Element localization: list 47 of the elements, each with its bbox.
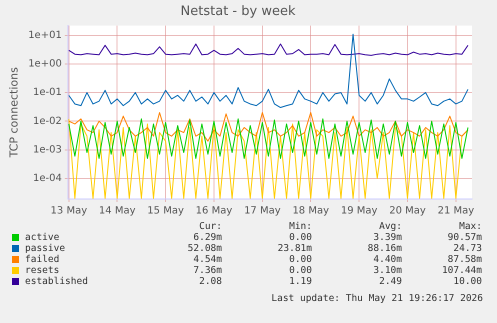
text: 87.58m xyxy=(446,254,482,265)
x-tick-label: 15 May xyxy=(147,206,184,217)
text: 10.00 xyxy=(452,276,482,287)
text: 0.00 xyxy=(288,265,312,276)
y-tick-label: 1e-03 xyxy=(32,144,62,156)
text: 107.44m xyxy=(440,265,482,276)
text: 0.00 xyxy=(288,232,312,243)
text: Avg: xyxy=(378,221,402,232)
text: 23.81m xyxy=(276,243,312,254)
text: 0.00 xyxy=(288,254,312,265)
text: 2.08 xyxy=(198,276,222,287)
text: 6.29m xyxy=(192,232,222,243)
legend-label: failed xyxy=(24,254,60,265)
text: 1.19 xyxy=(288,276,312,287)
text: 3.10m xyxy=(372,265,402,276)
text: 4.54m xyxy=(192,254,222,265)
x-tick-label: 16 May xyxy=(196,206,232,217)
x-tick-label: 14 May xyxy=(98,206,136,217)
text: 24.73 xyxy=(452,243,482,254)
x-tick-label: 13 May xyxy=(50,206,88,217)
chart-title: Netstat - by week xyxy=(180,4,296,20)
text: Min: xyxy=(288,221,312,232)
y-axis-title: TCP connections xyxy=(7,66,20,158)
text: Last update: Thu May 21 19:26:17 2026 xyxy=(271,293,483,304)
y-tick-label: 1e+00 xyxy=(28,58,62,70)
legend-label: passive xyxy=(24,243,66,254)
x-tick-label: 20 May xyxy=(389,206,426,217)
text: 90.57m xyxy=(446,232,482,243)
y-tick-label: 1e-01 xyxy=(32,87,62,98)
text: 88.16m xyxy=(366,243,402,254)
x-tick-label: 17 May xyxy=(244,206,281,217)
x-tick-label: 18 May xyxy=(292,206,330,217)
y-tick-label: 1e+01 xyxy=(28,30,62,41)
text: 3.39m xyxy=(372,232,402,243)
legend-label: active xyxy=(24,232,60,243)
x-tick-label: 19 May xyxy=(340,206,378,217)
y-tick-label: 1e-04 xyxy=(32,172,62,184)
text: 4.40m xyxy=(372,254,402,265)
legend-label: resets xyxy=(24,265,60,276)
y-tick-label: 1e-02 xyxy=(32,116,62,127)
text: 7.36m xyxy=(192,265,222,276)
text: 2.49 xyxy=(378,276,402,287)
text: Cur: xyxy=(198,221,222,232)
legend-label: established xyxy=(24,276,89,287)
text: Max: xyxy=(458,221,482,232)
x-tick-label: 21 May xyxy=(438,206,474,217)
text: 52.08m xyxy=(186,243,222,254)
